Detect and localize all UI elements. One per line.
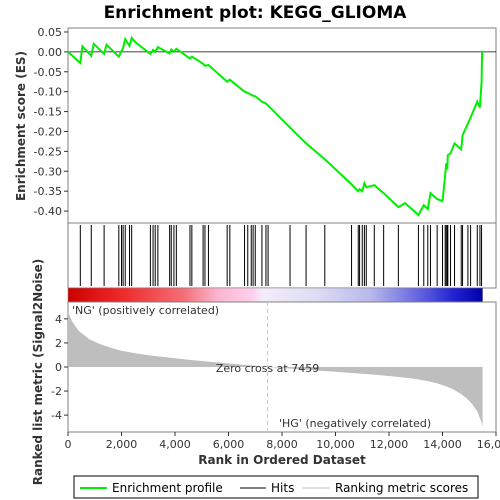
es-y-axis-label: Enrichment score (ES): [14, 51, 28, 201]
negative-correlation-label: 'HG' (negatively correlated): [279, 417, 431, 430]
metric-y-axis-ticks: 4 2 0 -2 -4: [51, 313, 68, 422]
positive-correlation-label: 'NG' (positively correlated): [72, 304, 219, 317]
metric-y-tick-label: 4: [55, 313, 62, 326]
x-tick-label: 0: [65, 438, 72, 451]
es-y-tick-label: -0.25: [34, 145, 62, 158]
x-tick-label: 6,000: [213, 438, 245, 451]
colorbar-gradient: [67, 287, 483, 303]
metric-y-tick-label: 2: [55, 337, 62, 350]
es-y-tick-label: 0.00: [38, 46, 63, 59]
legend-metric-label: Ranking metric scores: [335, 481, 468, 495]
ranking-metric-area: [68, 311, 483, 426]
es-y-tick-label: -0.15: [34, 106, 62, 119]
hits-panel: [67, 222, 497, 289]
x-tick-label: 8,000: [266, 438, 298, 451]
x-tick-label: 10,000: [316, 438, 355, 451]
metric-y-tick-label: -2: [51, 385, 62, 398]
legend-box: [73, 475, 479, 499]
metric-y-axis-label: Ranked list metric (Signal2Noise): [31, 259, 45, 486]
metric-y-tick-label: 0: [55, 361, 62, 374]
es-y-tick-label: -0.05: [34, 66, 62, 79]
x-tick-label: 12,000: [370, 438, 409, 451]
es-y-tick-label: -0.30: [34, 165, 62, 178]
x-axis-label: Rank in Ordered Dataset: [198, 453, 366, 467]
legend: Enrichment profile Hits Ranking metric s…: [73, 475, 479, 499]
metric-panel: Zero cross at 7459 'NG' (positively corr…: [31, 259, 500, 486]
legend-enrichment-label: Enrichment profile: [112, 481, 223, 495]
es-panel: 0.05 0.00 -0.05 -0.10 -0.15 -0.20 -0.25 -0.30 -0…: [14, 26, 497, 224]
es-plot-frame: [67, 27, 497, 224]
es-y-tick-label: -0.35: [34, 185, 62, 198]
legend-hits-label: Hits: [271, 481, 294, 495]
es-y-axis-ticks: 0.05 0.00 -0.05 -0.10 -0.15 -0.20 -0.25 -0.30 -0…: [34, 26, 68, 218]
metric-y-tick-label: -4: [51, 409, 62, 422]
zero-cross-label: Zero cross at 7459: [216, 362, 319, 375]
hits-frame: [67, 222, 497, 289]
x-tick-label: 14,000: [423, 438, 462, 451]
es-y-tick-label: -0.20: [34, 125, 62, 138]
x-tick-label: 16,000: [477, 438, 500, 451]
x-tick-label: 2,000: [106, 438, 138, 451]
enrichment-profile-line: [67, 35, 484, 217]
chart-title: Enrichment plot: KEGG_GLIOMA: [104, 3, 408, 23]
es-y-tick-label: -0.40: [34, 205, 62, 218]
es-y-tick-label: 0.05: [38, 26, 63, 39]
es-y-tick-label: -0.10: [34, 86, 62, 99]
x-tick-label: 4,000: [159, 438, 191, 451]
hit-marks: [79, 225, 483, 286]
x-axis-ticks: 0 2,000 4,000 6,000 8,000 10,000 12,000 14,000 1…: [65, 432, 500, 451]
rank-colorbar: [67, 287, 483, 303]
